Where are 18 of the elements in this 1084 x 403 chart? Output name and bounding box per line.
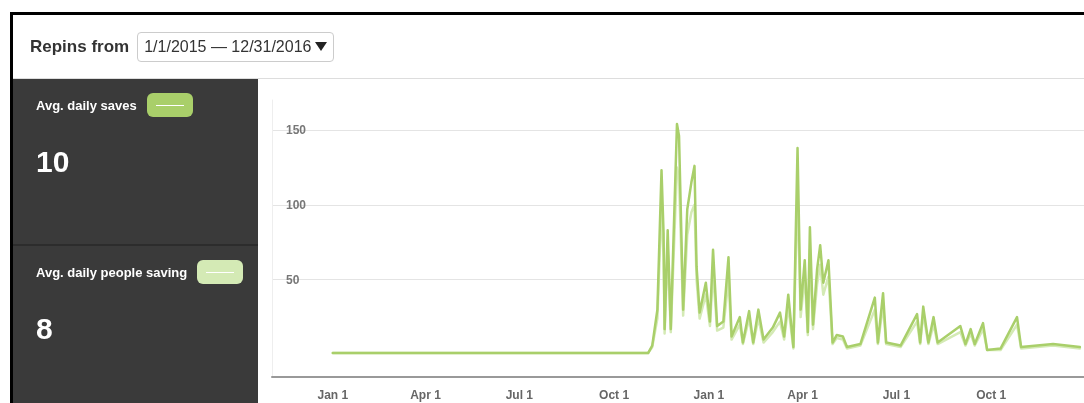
x-tick-label: Jul 1 bbox=[505, 388, 534, 402]
text: 10 bbox=[36, 145, 70, 179]
x-tick-label: Apr 1 bbox=[410, 388, 442, 402]
y-tick-label: 100 bbox=[286, 197, 307, 212]
legend-label: Avg. daily people saving bbox=[36, 264, 188, 280]
x-tick-label: Jan 1 bbox=[317, 388, 349, 402]
text: Repins from bbox=[30, 36, 130, 57]
chart-subtitle: 1/1/2015 — 12/31/2016 bbox=[144, 37, 312, 56]
legend-label: Avg. daily saves bbox=[36, 97, 137, 113]
y-tick-label: 150 bbox=[286, 122, 307, 137]
x-tick-label: Oct 1 bbox=[976, 388, 1007, 402]
x-tick-label: Jul 1 bbox=[882, 388, 911, 402]
x-tick-label: Oct 1 bbox=[599, 388, 630, 402]
x-tick-label: Apr 1 bbox=[787, 388, 819, 402]
y-tick-label: 50 bbox=[286, 272, 300, 287]
line-series bbox=[331, 122, 1082, 355]
x-tick-label: Jan 1 bbox=[693, 388, 725, 402]
text: 8 bbox=[36, 312, 53, 346]
